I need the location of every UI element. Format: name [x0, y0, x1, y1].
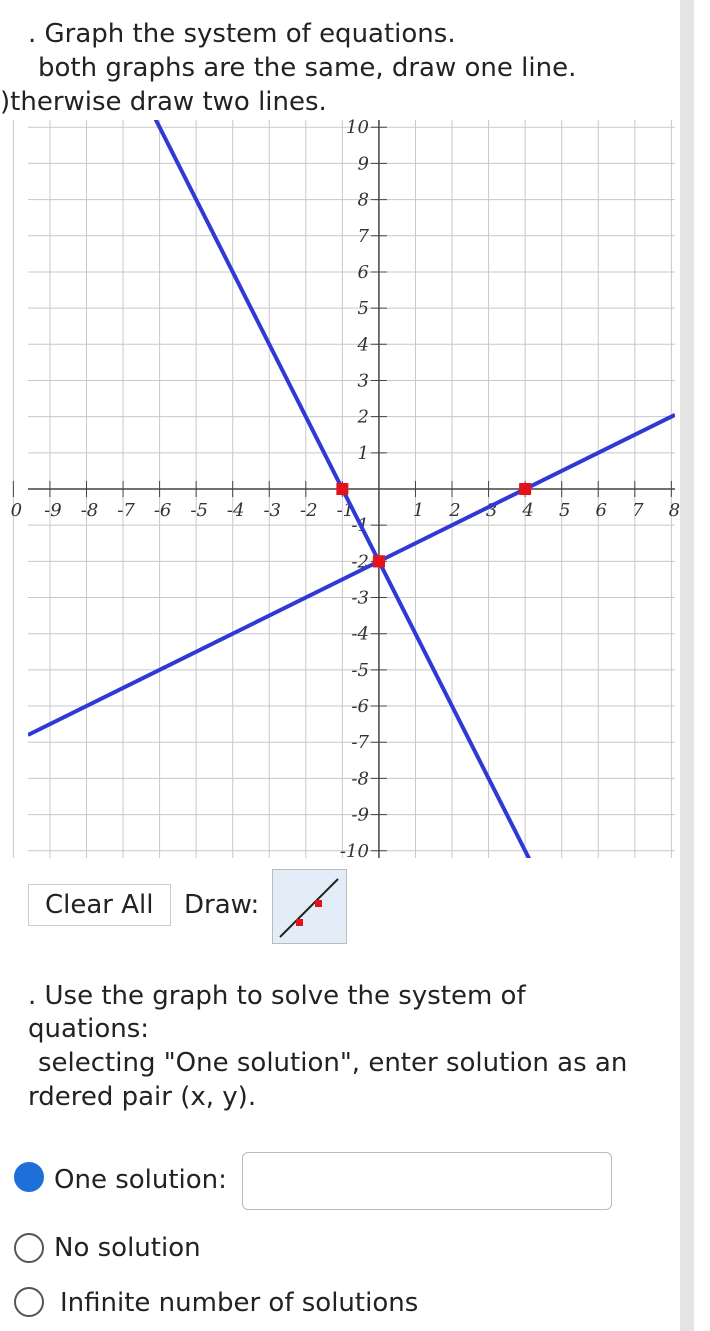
x-tick-label: -6: [154, 500, 172, 521]
y-tick-label: -7: [351, 732, 369, 753]
y-tick-label: 1: [357, 443, 368, 464]
graph-point: [372, 555, 385, 568]
graph: 0 -9 -8 -7 -6 -5 -4 -3 -2 -1 1 2 3 4 5 6 7 8-10-9-8-7-6-5…: [11, 117, 680, 862]
instruction: both graphs are the same, draw one line.: [38, 53, 577, 83]
question: . Use the graph to solve the system of: [28, 981, 526, 1011]
x-tick-label: 4: [521, 500, 533, 521]
y-tick-label: -3: [351, 588, 369, 609]
option: Infinite number of solutions: [60, 1288, 419, 1318]
tool-point: [315, 900, 322, 907]
y-tick-label: 5: [357, 298, 368, 319]
x-tick-label: -4: [227, 500, 245, 521]
option: No solution: [54, 1233, 201, 1263]
y-tick-label: -5: [351, 660, 369, 681]
x-tick-label: -8: [81, 500, 99, 521]
line-tool[interactable]: [272, 869, 347, 944]
y-tick-label: -9: [351, 805, 369, 826]
x-tick-label: 2: [448, 500, 460, 521]
instruction: )therwise draw two lines.: [0, 87, 327, 117]
draw-label: Draw:: [184, 890, 260, 920]
y-tick-label: 7: [357, 226, 369, 247]
x-tick-label: 5: [559, 500, 570, 521]
x-tick-label: 8: [669, 500, 680, 521]
tool-point: [296, 919, 303, 926]
y-tick-label: 4: [356, 334, 368, 355]
x-tick-label: 0: [11, 500, 22, 521]
graph-point: [519, 483, 532, 495]
y-tick-label: -4: [351, 624, 369, 645]
graphed-line: [28, 413, 675, 737]
option: One solution:: [54, 1165, 227, 1195]
y-tick-label: 6: [357, 262, 368, 283]
x-tick-label: 6: [596, 500, 607, 521]
y-tick-label: 10: [346, 117, 369, 138]
tool-line: [279, 878, 339, 938]
radio[interactable]: [14, 1287, 44, 1317]
x-tick-label: -9: [44, 500, 62, 521]
scrollbar: [680, 0, 694, 1331]
y-tick-label: 2: [356, 407, 368, 428]
x-tick-label: 1: [413, 500, 424, 521]
graphed-line: [153, 120, 532, 858]
x-tick-label: 7: [632, 500, 644, 521]
instruction: . Graph the system of equations.: [28, 19, 456, 49]
x-tick-label: -7: [117, 500, 135, 521]
answer-input[interactable]: [242, 1152, 612, 1210]
question: rdered pair (x, y).: [28, 1082, 257, 1112]
question: selecting "One solution", enter solution…: [38, 1048, 628, 1078]
clear-all-button[interactable]: Clear All: [28, 884, 171, 926]
y-tick-label: 8: [357, 190, 368, 211]
question: quations:: [28, 1014, 150, 1044]
y-tick-label: 3: [357, 370, 368, 391]
y-tick-label: -6: [351, 696, 369, 717]
y-tick-label: -10: [340, 841, 369, 862]
x-tick-label: -2: [300, 500, 318, 521]
radio[interactable]: [14, 1233, 44, 1263]
x-tick-label: -5: [190, 500, 208, 521]
x-tick-label: 3: [486, 500, 497, 521]
x-tick-label: -3: [263, 500, 281, 521]
radio-selected[interactable]: [14, 1162, 44, 1192]
y-tick-label: -8: [351, 768, 369, 789]
y-tick-label: 9: [357, 153, 368, 174]
graph-point: [336, 483, 349, 495]
